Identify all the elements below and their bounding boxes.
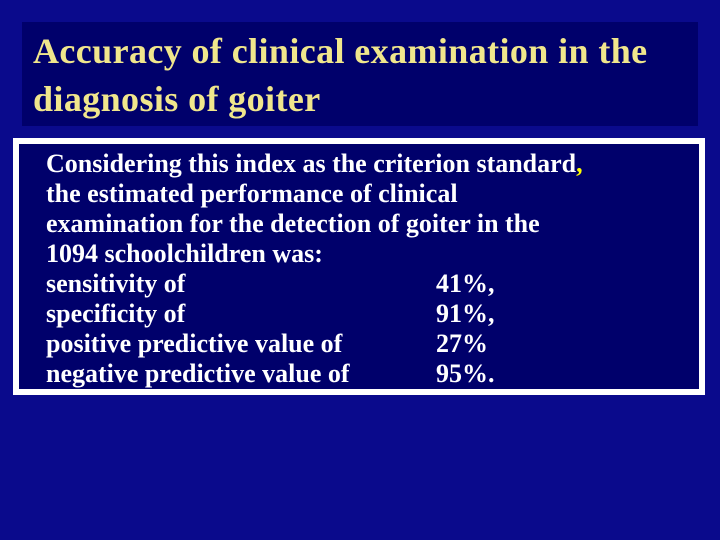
metric-label-specificity: specificity of xyxy=(46,299,186,328)
intro-line-1: Considering this index as the criterion … xyxy=(46,149,583,179)
slide-title-line-2: diagnosis of goiter xyxy=(33,79,321,119)
intro-line-4: 1094 schoolchildren was: xyxy=(46,239,323,268)
intro-line-2: the estimated performance of clinical xyxy=(46,179,458,208)
slide-title: Accuracy of clinical examination in the … xyxy=(33,27,648,123)
content-panel: Considering this index as the criterion … xyxy=(13,138,705,395)
intro-line-3: examination for the detection of goiter … xyxy=(46,209,540,238)
metric-label-ppv: positive predictive value of xyxy=(46,329,343,358)
metric-value-sensitivity: 41%, xyxy=(436,269,495,298)
metric-label-sensitivity: sensitivity of xyxy=(46,269,186,298)
title-panel xyxy=(22,22,698,126)
metric-value-npv: 95%. xyxy=(436,359,495,388)
intro-line-1-text: Considering this index as the criterion … xyxy=(46,149,577,178)
intro-line-1-comma: , xyxy=(576,149,583,178)
metric-value-ppv: 27% xyxy=(436,329,488,358)
metric-value-specificity: 91%, xyxy=(436,299,495,328)
metric-label-npv: negative predictive value of xyxy=(46,359,350,388)
slide-title-line-1: Accuracy of clinical examination in the xyxy=(33,31,648,71)
